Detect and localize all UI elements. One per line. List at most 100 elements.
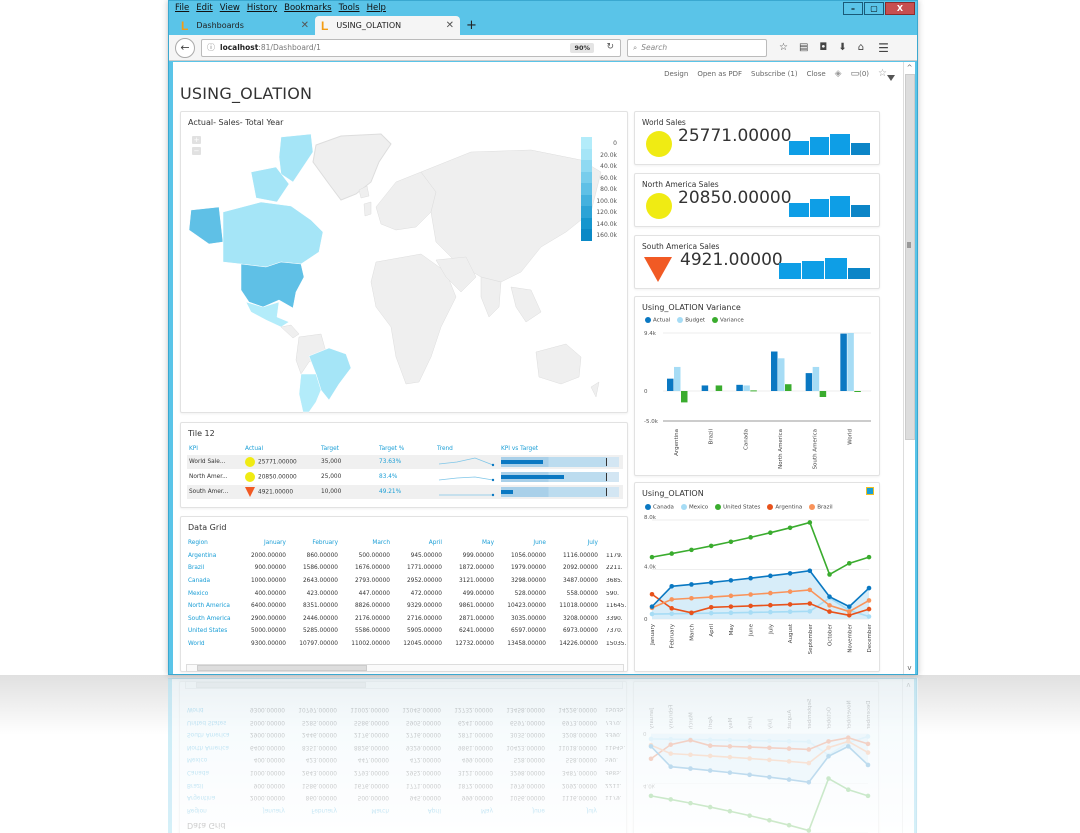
close-link[interactable]: Close — [806, 69, 826, 78]
grid-header-june[interactable]: June — [533, 540, 546, 547]
grid-row[interactable]: Canada 1000.00000 2643.00000 2793.00000 2952… — [188, 575, 626, 588]
kpi-card-south-america-sales[interactable]: South America Sales 4921.00000 — [634, 235, 880, 289]
col-kpi[interactable]: KPI — [189, 446, 199, 452]
grid-region-link[interactable]: North America — [188, 603, 230, 610]
variance-bar-chart[interactable]: 9.4k 0 -5.0k Argentina Brazil Canada North Ame… — [635, 297, 881, 477]
legend-label: 140.0k — [596, 220, 617, 228]
download-icon[interactable]: ⬇ — [838, 42, 847, 53]
open-as-pdf-link[interactable]: Open as PDF — [697, 69, 743, 78]
scroll-thumb[interactable] — [197, 665, 367, 671]
legend-item-mexico[interactable]: Mexico — [680, 504, 708, 511]
back-button[interactable]: ← — [175, 37, 195, 58]
world-map[interactable] — [181, 112, 629, 414]
design-link[interactable]: Design — [664, 69, 689, 78]
col-kpi-vs-target[interactable]: KPI vs Target — [501, 446, 539, 452]
grid-header-january[interactable]: January — [264, 540, 286, 547]
page-vertical-scrollbar[interactable]: ^ v — [903, 62, 915, 674]
pocket-icon[interactable]: ◘ — [819, 42, 828, 53]
tab-dashboards[interactable]: L Dashboards ✕ — [175, 16, 315, 35]
col-actual[interactable]: Actual — [245, 446, 264, 452]
subscribe-link[interactable]: Subscribe (1) — [751, 69, 798, 78]
grid-row[interactable]: Mexico 400.00000 423.00000 447.00000 472.000… — [188, 587, 626, 600]
grid-header-march[interactable]: March — [372, 540, 390, 547]
col-target[interactable]: Target — [321, 446, 339, 452]
reload-icon[interactable]: ↻ — [606, 41, 614, 52]
map-zoom-in-button[interactable]: + — [192, 136, 201, 144]
scroll-down-icon[interactable]: v — [907, 664, 912, 672]
grid-region-link[interactable]: Argentina — [188, 552, 217, 559]
kpi-card-north-america-sales[interactable]: North America Sales 20850.00000 — [634, 173, 880, 227]
grid-row[interactable]: United States 5000.00000 5285.00000 5586.00… — [188, 625, 626, 638]
zoom-level-badge[interactable]: 90% — [570, 42, 594, 53]
menu-help[interactable]: Help — [366, 3, 386, 13]
grid-row[interactable]: North America 6400.00000 8351.00000 8826.00… — [188, 600, 626, 613]
grid-cell: 1979.00000 — [510, 565, 546, 572]
legend-item-variance[interactable]: Variance — [712, 317, 744, 324]
maximize-button[interactable]: ▢ — [864, 2, 884, 15]
chart-options-icon[interactable] — [866, 487, 874, 495]
favorite-star-icon[interactable]: ☆ — [878, 68, 887, 79]
new-tab-button[interactable]: + — [466, 18, 477, 33]
hamburger-menu-icon[interactable]: ☰ — [878, 40, 889, 55]
kpi-row[interactable]: World Sale... 25771.00000 35,000 73.63% — [187, 455, 623, 469]
grid-header-april[interactable]: April — [428, 540, 442, 547]
minimize-button[interactable]: – — [843, 2, 863, 15]
grid-region-link[interactable]: Mexico — [188, 590, 209, 597]
filter-icon[interactable] — [887, 75, 895, 81]
menu-file[interactable]: File — [175, 3, 190, 13]
menu-view[interactable]: View — [219, 3, 240, 13]
menu-bookmarks[interactable]: Bookmarks — [284, 3, 332, 13]
grid-region-link[interactable]: South America — [188, 615, 231, 622]
legend-item-united-states[interactable]: United States — [715, 504, 760, 511]
scroll-up-icon[interactable]: ^ — [906, 64, 913, 72]
legend-label: Brazil — [817, 504, 833, 511]
grid-row[interactable]: Brazil 900.00000 1586.00000 1676.00000 1771.… — [188, 562, 626, 575]
close-window-button[interactable]: X — [885, 2, 915, 15]
kpi-row[interactable]: South Amer... 4921.00000 10,000 49.21% — [187, 485, 623, 499]
kpi-row[interactable]: North Amer... 20850.00000 25,000 83.4% — [187, 470, 623, 484]
legend-item-actual[interactable]: Actual — [645, 317, 670, 324]
scroll-thumb[interactable] — [905, 74, 915, 440]
layers-icon[interactable]: ◈ — [834, 68, 842, 79]
svg-text:4.0k: 4.0k — [643, 783, 656, 789]
bookmark-star-icon[interactable]: ☆ — [779, 42, 788, 53]
tab-using-olation[interactable]: L USING_OLATION ✕ — [315, 16, 460, 35]
svg-text:Argentina: Argentina — [674, 429, 680, 456]
search-input[interactable]: ⌕ Search — [627, 38, 767, 57]
info-icon[interactable]: ⓘ — [207, 43, 215, 52]
url-bar[interactable]: ⓘ localhost :81/Dashboard/1 90% ↻ — [201, 38, 621, 57]
menu-history[interactable]: History — [246, 3, 278, 13]
legend-item-brazil[interactable]: Brazil — [809, 504, 833, 511]
grid-header-region[interactable]: Region — [188, 540, 208, 547]
reading-list-icon[interactable]: ▤ — [798, 42, 809, 53]
kpi-card-world-sales[interactable]: World Sales 25771.00000 — [634, 111, 880, 165]
grid-row[interactable]: World 9300.00000 10797.00000 11002.00000 120… — [188, 638, 626, 651]
legend-item-canada[interactable]: Canada — [645, 504, 674, 511]
close-tab-icon[interactable]: ✕ — [300, 20, 309, 31]
comments-button[interactable]: ▭(0) — [850, 68, 870, 79]
home-icon[interactable]: ⌂ — [857, 42, 865, 53]
grid-row[interactable]: South America 2900.00000 2446.00000 2176.00… — [188, 613, 626, 626]
legend-label: 20.0k — [600, 151, 617, 159]
spark-bar — [830, 196, 850, 217]
grid-header-february[interactable]: February — [312, 540, 338, 547]
col-trend[interactable]: Trend — [437, 446, 453, 452]
grid-horizontal-scrollbar[interactable] — [186, 664, 624, 672]
grid-region-link[interactable]: Brazil — [188, 565, 205, 572]
grid-header-may[interactable]: May — [482, 540, 494, 547]
legend-item-argentina[interactable]: Argentina — [767, 504, 802, 511]
grid-region-link[interactable]: United States — [188, 628, 228, 635]
col-target-pct[interactable]: Target % — [379, 446, 405, 452]
grid-cell: 2900.00000 — [249, 731, 285, 738]
map-zoom-out-button[interactable]: − — [192, 147, 201, 155]
grid-region-link[interactable]: World — [188, 641, 205, 648]
grid-region-link[interactable]: Canada — [188, 578, 211, 585]
grid-row[interactable]: Argentina 2000.00000 860.00000 500.00000 945… — [188, 550, 626, 563]
menu-edit[interactable]: Edit — [196, 3, 213, 13]
kpi-target-pct: 73.63% — [379, 459, 402, 465]
menu-tools[interactable]: Tools — [338, 3, 360, 13]
close-tab-icon[interactable]: ✕ — [445, 20, 454, 31]
grid-header-july[interactable]: July — [587, 540, 598, 547]
legend-item-budget[interactable]: Budget — [677, 317, 705, 324]
